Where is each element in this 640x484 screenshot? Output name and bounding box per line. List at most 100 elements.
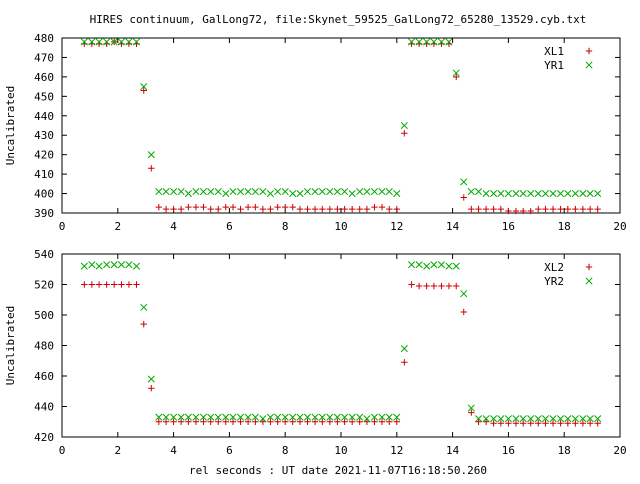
data-point xyxy=(170,188,178,196)
y-tick-label: 460 xyxy=(34,71,54,84)
data-point xyxy=(244,203,252,211)
data-point xyxy=(438,282,445,290)
data-point xyxy=(244,413,252,421)
data-point xyxy=(445,262,453,270)
data-point xyxy=(400,121,408,130)
x-tick-label: 6 xyxy=(226,220,233,233)
plot-frame xyxy=(61,253,621,438)
data-point xyxy=(579,205,587,213)
data-point xyxy=(400,344,408,353)
data-point xyxy=(229,413,237,421)
data-point xyxy=(237,413,245,421)
data-point xyxy=(177,188,185,196)
legend-marker xyxy=(585,47,593,55)
data-point xyxy=(356,413,364,421)
data-point xyxy=(259,418,267,425)
data-point xyxy=(259,205,267,213)
data-point xyxy=(504,415,512,423)
data-point xyxy=(274,413,282,421)
data-point xyxy=(534,190,542,198)
x-tick-label: 4 xyxy=(170,444,177,457)
y-tick-label: 420 xyxy=(34,149,54,162)
data-point xyxy=(252,203,259,211)
x-tick-label: 16 xyxy=(502,220,515,233)
data-point xyxy=(519,420,527,427)
data-point xyxy=(460,178,468,186)
data-point xyxy=(356,188,364,196)
data-point xyxy=(207,205,214,213)
data-point xyxy=(586,415,594,423)
data-point xyxy=(504,190,512,198)
series-yr1 xyxy=(80,38,602,198)
data-point xyxy=(549,205,557,213)
data-point xyxy=(192,413,200,421)
data-point xyxy=(527,420,534,427)
data-point xyxy=(453,282,460,290)
data-point xyxy=(296,190,304,198)
data-point xyxy=(557,420,564,427)
data-point xyxy=(393,418,400,425)
data-point xyxy=(348,413,356,421)
x-tick-label: 14 xyxy=(446,220,460,233)
data-point xyxy=(445,38,453,46)
data-point xyxy=(579,420,587,427)
data-point xyxy=(192,203,200,211)
data-point xyxy=(549,420,557,427)
data-point xyxy=(482,418,490,425)
data-point xyxy=(80,262,88,270)
data-point xyxy=(125,38,133,46)
data-point xyxy=(192,418,200,425)
data-point xyxy=(244,418,252,425)
data-point xyxy=(237,188,245,196)
data-point xyxy=(437,38,445,46)
data-point xyxy=(401,359,408,366)
data-point xyxy=(170,418,177,425)
data-point xyxy=(586,420,594,427)
x-tick-label: 2 xyxy=(114,444,121,457)
data-point xyxy=(423,38,431,46)
data-point xyxy=(281,188,289,196)
top-panel: 0 2 4 6 8 10 12 14 16 18 20 390 400 410 420 430 440 450 46… xyxy=(4,32,627,233)
data-point xyxy=(475,205,482,213)
data-point xyxy=(452,69,460,77)
data-point xyxy=(289,413,297,421)
data-point xyxy=(430,282,438,290)
data-point xyxy=(542,420,549,427)
data-point xyxy=(266,190,274,198)
data-point xyxy=(304,418,311,425)
data-point xyxy=(222,203,229,211)
data-point xyxy=(378,203,386,211)
data-point xyxy=(296,418,304,425)
data-point xyxy=(549,415,557,423)
data-point xyxy=(110,281,118,288)
data-point xyxy=(572,420,579,427)
data-point xyxy=(408,261,416,269)
data-point xyxy=(393,413,401,421)
x-tick-label: 2 xyxy=(114,220,121,233)
data-point xyxy=(401,130,408,137)
data-point xyxy=(341,418,348,425)
data-point xyxy=(557,205,564,213)
data-point xyxy=(88,281,96,288)
series-yr2 xyxy=(80,261,602,423)
data-point xyxy=(326,188,334,196)
data-point xyxy=(370,188,379,196)
data-point xyxy=(185,203,192,211)
data-point xyxy=(326,413,334,421)
data-point xyxy=(334,205,341,213)
y-tick-label: 480 xyxy=(34,32,54,45)
data-point xyxy=(155,188,163,196)
data-point xyxy=(378,413,386,421)
data-point xyxy=(81,281,88,288)
data-point xyxy=(117,38,125,46)
data-point xyxy=(571,190,579,198)
data-point xyxy=(348,190,356,198)
data-point xyxy=(505,207,512,215)
data-point xyxy=(579,190,587,198)
data-point xyxy=(326,205,334,213)
data-point xyxy=(430,38,438,46)
data-point xyxy=(512,420,520,427)
data-point xyxy=(393,205,400,213)
data-point xyxy=(140,320,147,328)
